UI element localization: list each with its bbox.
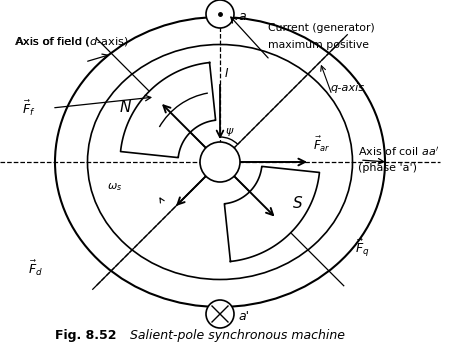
Text: $\psi$: $\psi$: [225, 126, 234, 138]
Circle shape: [206, 300, 234, 328]
Circle shape: [206, 0, 234, 28]
Text: Axis of field ($d$-axis): Axis of field ($d$-axis): [15, 36, 129, 49]
Polygon shape: [225, 166, 319, 261]
Text: Axis of coil $aa'$: Axis of coil $aa'$: [358, 146, 440, 158]
Text: Current (generator): Current (generator): [268, 23, 375, 33]
Text: $\vec{F}_f$: $\vec{F}_f$: [22, 98, 35, 118]
Polygon shape: [120, 62, 216, 158]
Text: $\omega_s$: $\omega_s$: [107, 181, 123, 193]
Text: Fig. 8.52: Fig. 8.52: [55, 328, 117, 342]
Text: N: N: [120, 99, 131, 115]
Text: a': a': [238, 310, 249, 322]
Text: $\vec{F}_q$: $\vec{F}_q$: [355, 237, 370, 259]
Text: S: S: [293, 197, 303, 212]
Text: q-axis: q-axis: [330, 83, 364, 93]
Text: I: I: [225, 67, 228, 80]
Text: maximum positive: maximum positive: [268, 40, 369, 50]
Circle shape: [200, 142, 240, 182]
Text: $\vec{F}_{ar}$: $\vec{F}_{ar}$: [313, 135, 331, 154]
Text: Axis of field (: Axis of field (: [15, 37, 90, 47]
Text: (phase 'a'): (phase 'a'): [358, 163, 417, 173]
Text: $\vec{F}_d$: $\vec{F}_d$: [28, 258, 43, 278]
Text: Salient-pole synchronous machine: Salient-pole synchronous machine: [130, 328, 345, 342]
Text: a: a: [238, 10, 246, 22]
